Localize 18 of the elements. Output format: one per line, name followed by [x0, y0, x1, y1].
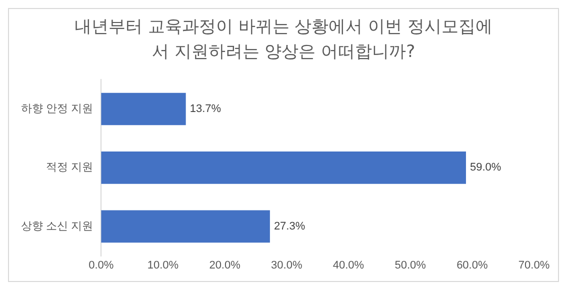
y-tick-label: 상향 소신 지원 [20, 220, 94, 232]
y-tick-label: 적정 지원 [46, 162, 94, 174]
data-label: 59.0% [470, 162, 502, 174]
data-label: 13.7% [190, 103, 222, 115]
bar [101, 92, 186, 126]
bar [101, 210, 270, 243]
x-tick-label: 50.0% [394, 259, 426, 272]
x-tick-label: 60.0% [456, 259, 488, 272]
x-tick-label: 40.0% [332, 259, 364, 272]
data-label: 27.3% [274, 220, 306, 232]
x-tick-label: 30.0% [271, 259, 302, 272]
x-tick-label: 70.0% [518, 259, 550, 272]
x-tick-label: 10.0% [147, 259, 179, 272]
x-tick-label: 0.0% [88, 259, 114, 272]
chart-title: 내년부터 교육과정이 바뀌는 상황에서 이번 정시모집에서 지원하려는 양상은 어떠합니까? [74, 16, 494, 64]
y-tick-label: 하향 안정 지원 [20, 103, 94, 115]
x-tick-label: 20.0% [209, 259, 241, 272]
bar [101, 152, 466, 184]
